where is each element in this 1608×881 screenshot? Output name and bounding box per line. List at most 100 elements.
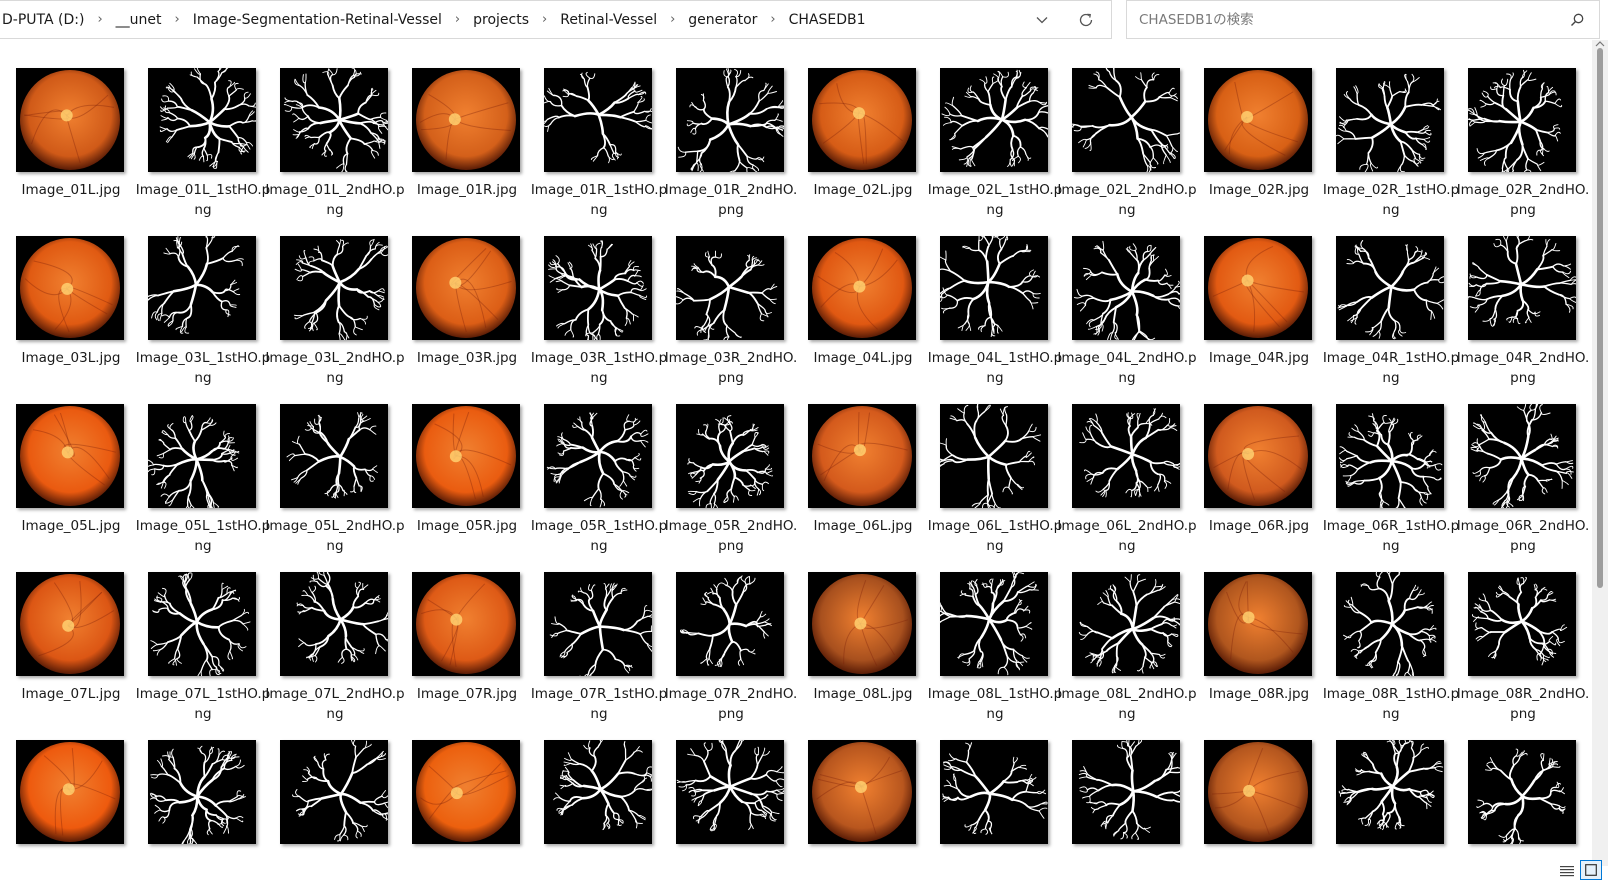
details-view-button[interactable] xyxy=(1558,862,1576,880)
breadcrumb-item[interactable]: Retinal-Vessel xyxy=(560,11,658,28)
file-item[interactable]: Image_04R_1stHO.png xyxy=(1321,224,1459,386)
breadcrumb-separator-icon[interactable]: › xyxy=(670,12,676,27)
file-item[interactable]: Image_05L_2ndHO.png xyxy=(265,392,405,554)
address-bar[interactable]: D-PUTA (D:) › __unet › Image-Segmentation-Re… xyxy=(0,0,1112,39)
file-item[interactable] xyxy=(1057,728,1187,868)
file-item[interactable]: Image_04R.jpg xyxy=(1189,224,1319,384)
file-item[interactable]: Image_02L.jpg xyxy=(793,58,923,216)
file-item[interactable]: Image_07L.jpg xyxy=(1,560,131,720)
file-item[interactable]: Image_04L_2ndHO.png xyxy=(1057,224,1197,386)
breadcrumb-item[interactable]: generator xyxy=(688,11,758,28)
vessel-mask-thumbnail xyxy=(1072,68,1180,172)
file-item[interactable]: Image_05L_1stHO.png xyxy=(133,392,270,554)
file-item[interactable]: Image_05R_1stHO.png xyxy=(529,392,667,554)
breadcrumb-item[interactable]: Image-Segmentation-Retinal-Vessel xyxy=(192,11,442,28)
file-item[interactable]: Image_08L_2ndHO.png xyxy=(1057,560,1197,722)
file-item[interactable]: Image_05R_2ndHO.png xyxy=(661,392,797,554)
file-name: Image_01R.jpg xyxy=(416,182,518,198)
breadcrumb-separator-icon[interactable]: › xyxy=(97,12,103,27)
large-icons-view-button[interactable] xyxy=(1580,860,1602,880)
file-item[interactable] xyxy=(397,728,527,868)
breadcrumb-item[interactable]: CHASEDB1 xyxy=(788,11,866,28)
breadcrumb-separator-icon[interactable]: › xyxy=(542,12,548,27)
file-item[interactable] xyxy=(1321,728,1451,868)
file-item[interactable]: Image_02R_2ndHO.png xyxy=(1453,58,1589,218)
breadcrumb-separator-icon[interactable]: › xyxy=(770,12,776,27)
file-item[interactable]: Image_05R.jpg xyxy=(397,392,527,552)
breadcrumb-item[interactable]: projects xyxy=(473,11,530,28)
file-item[interactable]: Image_01R_2ndHO.png xyxy=(661,58,797,218)
file-item[interactable] xyxy=(793,728,923,868)
file-item[interactable] xyxy=(529,728,659,868)
file-item[interactable]: Image_06L.jpg xyxy=(793,392,923,552)
mask-thumbnail xyxy=(280,572,388,676)
file-item[interactable]: Image_01R.jpg xyxy=(397,58,527,216)
file-item[interactable]: Image_07L_2ndHO.png xyxy=(265,560,405,722)
file-item[interactable]: Image_06R_2ndHO.png xyxy=(1453,392,1589,554)
file-item[interactable]: Image_03R_2ndHO.png xyxy=(661,224,797,386)
scrollbar-thumb[interactable] xyxy=(1597,48,1603,588)
search-input[interactable] xyxy=(1137,5,1561,35)
file-item[interactable]: Image_07R_2ndHO.png xyxy=(661,560,797,722)
file-item[interactable] xyxy=(1453,728,1583,868)
file-name: Image_06R_2ndHO.png xyxy=(1456,518,1590,554)
file-item[interactable]: Image_01L.jpg xyxy=(1,58,131,216)
file-item[interactable] xyxy=(925,728,1055,868)
file-item[interactable]: Image_01L_1stHO.png xyxy=(133,58,270,218)
vessel-mask-thumbnail xyxy=(148,740,256,844)
file-item[interactable] xyxy=(661,728,791,868)
mask-thumbnail xyxy=(1072,740,1180,844)
file-item[interactable]: Image_03L_1stHO.png xyxy=(133,224,270,386)
file-item[interactable]: Image_03L_2ndHO.png xyxy=(265,224,405,386)
file-item[interactable]: Image_06L_2ndHO.png xyxy=(1057,392,1197,554)
file-item[interactable]: Image_03R_1stHO.png xyxy=(529,224,667,386)
vessel-mask-thumbnail xyxy=(148,68,256,172)
file-item[interactable]: Image_02R_1stHO.png xyxy=(1321,58,1459,218)
file-item[interactable] xyxy=(1189,728,1319,868)
file-item[interactable]: Image_03R.jpg xyxy=(397,224,527,384)
address-history-button[interactable] xyxy=(1030,9,1054,31)
breadcrumb-separator-icon[interactable]: › xyxy=(454,12,461,27)
mask-thumbnail xyxy=(940,68,1048,172)
image-thumbnail xyxy=(412,740,520,844)
mask-thumbnail xyxy=(676,404,784,508)
file-item[interactable]: Image_06R_1stHO.png xyxy=(1321,392,1459,554)
vessel-mask-thumbnail xyxy=(1072,572,1180,676)
file-item[interactable]: Image_08L_1stHO.png xyxy=(925,560,1062,722)
file-item[interactable]: Image_01R_1stHO.png xyxy=(529,58,667,218)
file-item[interactable] xyxy=(1,728,131,868)
breadcrumb-separator-icon[interactable]: › xyxy=(174,12,180,27)
file-name: Image_06L_2ndHO.png xyxy=(1057,518,1197,554)
file-item[interactable]: Image_04L_1stHO.png xyxy=(925,224,1062,386)
file-item[interactable]: Image_02L_1stHO.png xyxy=(925,58,1062,218)
search-button[interactable] xyxy=(1565,8,1589,32)
file-item[interactable]: Image_06R.jpg xyxy=(1189,392,1319,552)
file-item[interactable]: Image_01L_2ndHO.png xyxy=(265,58,405,218)
file-item[interactable]: Image_06L_1stHO.png xyxy=(925,392,1062,554)
file-item[interactable]: Image_07L_1stHO.png xyxy=(133,560,270,722)
file-item[interactable]: Image_08R_1stHO.png xyxy=(1321,560,1459,722)
refresh-button[interactable] xyxy=(1074,8,1098,32)
file-item[interactable]: Image_04L.jpg xyxy=(793,224,923,384)
mask-thumbnail xyxy=(1468,404,1576,508)
search-box[interactable] xyxy=(1126,0,1600,39)
file-name: Image_02L.jpg xyxy=(813,182,913,198)
file-item[interactable]: Image_02R.jpg xyxy=(1189,58,1319,216)
file-item[interactable]: Image_02L_2ndHO.png xyxy=(1057,58,1197,218)
file-item[interactable] xyxy=(133,728,263,868)
file-item[interactable]: Image_07R.jpg xyxy=(397,560,527,720)
breadcrumb-item[interactable]: __unet xyxy=(115,11,162,28)
file-item[interactable]: Image_05L.jpg xyxy=(1,392,131,552)
vertical-scrollbar[interactable] xyxy=(1592,40,1608,866)
breadcrumb-item[interactable]: D-PUTA (D:) xyxy=(2,11,85,28)
file-item[interactable] xyxy=(265,728,395,868)
file-item[interactable]: Image_07R_1stHO.png xyxy=(529,560,667,722)
file-name: Image_05L.jpg xyxy=(21,518,121,534)
file-name: Image_01L.jpg xyxy=(21,182,121,198)
file-item[interactable]: Image_08L.jpg xyxy=(793,560,923,720)
file-item[interactable]: Image_08R.jpg xyxy=(1189,560,1319,720)
file-item[interactable]: Image_08R_2ndHO.png xyxy=(1453,560,1589,722)
mask-thumbnail xyxy=(940,236,1048,340)
file-item[interactable]: Image_03L.jpg xyxy=(1,224,131,384)
file-item[interactable]: Image_04R_2ndHO.png xyxy=(1453,224,1589,386)
